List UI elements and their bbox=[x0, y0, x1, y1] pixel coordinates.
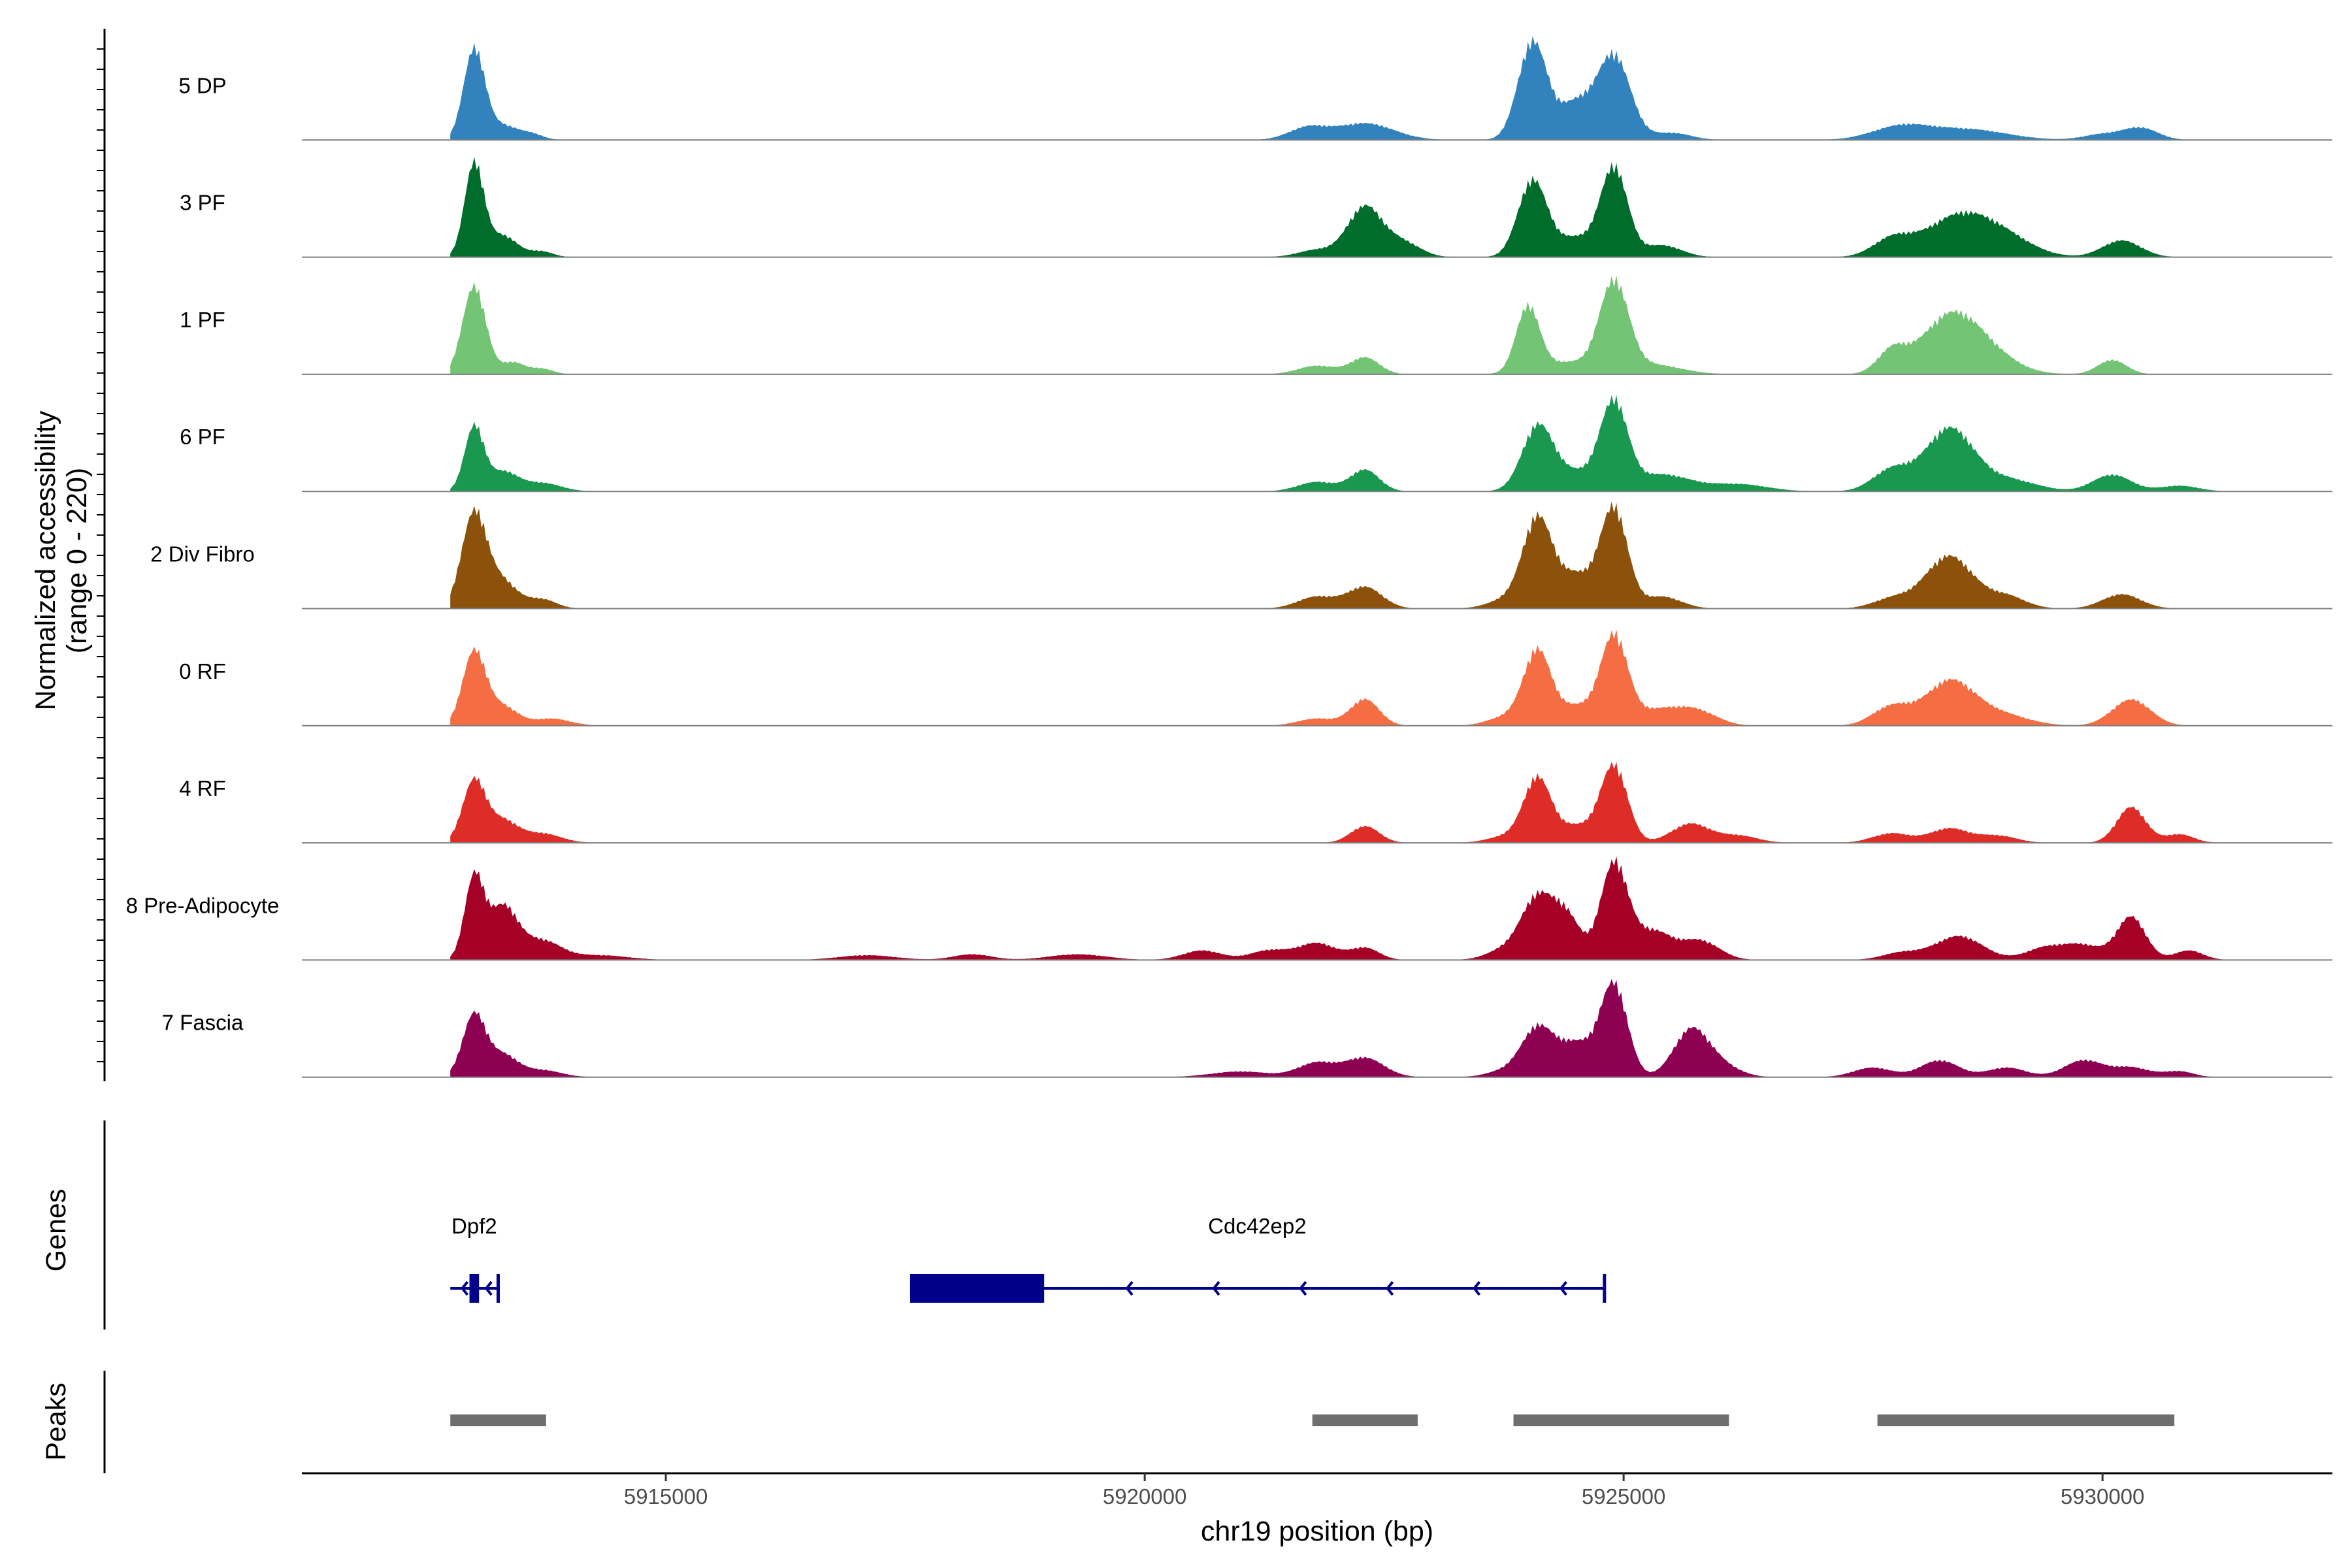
track-6: 0 RF bbox=[179, 629, 2332, 727]
x-tick-label: 5930000 bbox=[2061, 1484, 2144, 1509]
track-label: 1 PF bbox=[180, 308, 225, 332]
x-tick-label: 5925000 bbox=[1582, 1484, 1665, 1509]
gene-dpf2: Dpf2 bbox=[450, 1214, 500, 1303]
coverage-area bbox=[450, 501, 2276, 609]
track-label: 2 Div Fibro bbox=[150, 542, 255, 566]
gene-cdc42ep2: Cdc42ep2 bbox=[909, 1214, 1607, 1303]
strand-arrow-icon bbox=[1125, 1281, 1134, 1296]
track-3: 1 PF bbox=[180, 275, 2332, 375]
x-tick-label: 5920000 bbox=[1103, 1484, 1186, 1509]
track-label: 5 DP bbox=[178, 73, 226, 97]
track-label: 8 Pre-Adipocyte bbox=[126, 893, 280, 917]
coverage-tracks: 5 DP 3 PF 1 PF 6 PF 2 Div Fibro 0 RF 4 RF 8 Pre… bbox=[126, 35, 2332, 1078]
track-label: 0 RF bbox=[179, 659, 226, 683]
gene-exon bbox=[469, 1274, 480, 1303]
coverage-area bbox=[450, 761, 2276, 843]
track-label: 7 Fascia bbox=[162, 1011, 244, 1035]
gene-label: Cdc42ep2 bbox=[1208, 1214, 1306, 1238]
coverage-area bbox=[450, 629, 2276, 726]
track-1: 5 DP bbox=[178, 35, 2332, 141]
strand-arrow-icon bbox=[484, 1281, 493, 1296]
x-axis: 5915000 5920000 5925000 5930000 bbox=[302, 1472, 2332, 1509]
genes-panel: Dpf2 Cdc42ep2 bbox=[103, 1120, 1607, 1330]
track-4: 6 PF bbox=[180, 395, 2332, 493]
track-label: 4 RF bbox=[179, 776, 226, 800]
track-label: 6 PF bbox=[180, 425, 225, 449]
gene-label: Dpf2 bbox=[451, 1214, 497, 1238]
peak-region bbox=[1312, 1414, 1418, 1426]
coverage-area bbox=[450, 35, 2276, 140]
peak-region bbox=[1877, 1414, 2175, 1426]
x-axis-title: chr19 position (bp) bbox=[1201, 1516, 1433, 1547]
genes-title: Genes bbox=[41, 1189, 72, 1272]
peaks-title: Peaks bbox=[41, 1382, 72, 1461]
gene-exon bbox=[909, 1274, 1045, 1303]
strand-arrow-icon bbox=[1559, 1281, 1567, 1296]
peak-region bbox=[1513, 1414, 1729, 1426]
coverage-area bbox=[450, 979, 2276, 1077]
coverage-area bbox=[450, 275, 2276, 374]
strand-arrow-icon bbox=[1299, 1281, 1307, 1296]
strand-arrow-icon bbox=[1472, 1281, 1481, 1296]
track-label: 3 PF bbox=[180, 191, 225, 215]
coverage-area bbox=[450, 856, 2276, 960]
track-5: 2 Div Fibro bbox=[150, 501, 2332, 610]
y-axis bbox=[97, 29, 106, 1081]
x-tick-label: 5915000 bbox=[624, 1484, 708, 1509]
coverage-area bbox=[450, 157, 2276, 257]
track-8: 8 Pre-Adipocyte bbox=[126, 856, 2332, 961]
y-axis-subtitle: (range 0 - 220) bbox=[61, 468, 93, 653]
track-2: 3 PF bbox=[180, 157, 2332, 258]
peak-region bbox=[450, 1414, 546, 1426]
y-axis-title: Normalized accessibility bbox=[30, 410, 61, 710]
track-7: 4 RF bbox=[179, 761, 2332, 844]
track-9: 7 Fascia bbox=[162, 979, 2332, 1078]
strand-arrow-icon bbox=[461, 1281, 469, 1296]
coverage-area bbox=[450, 395, 2276, 492]
peaks-panel bbox=[103, 1371, 2175, 1473]
strand-arrow-icon bbox=[1386, 1281, 1394, 1296]
strand-arrow-icon bbox=[1212, 1281, 1220, 1296]
